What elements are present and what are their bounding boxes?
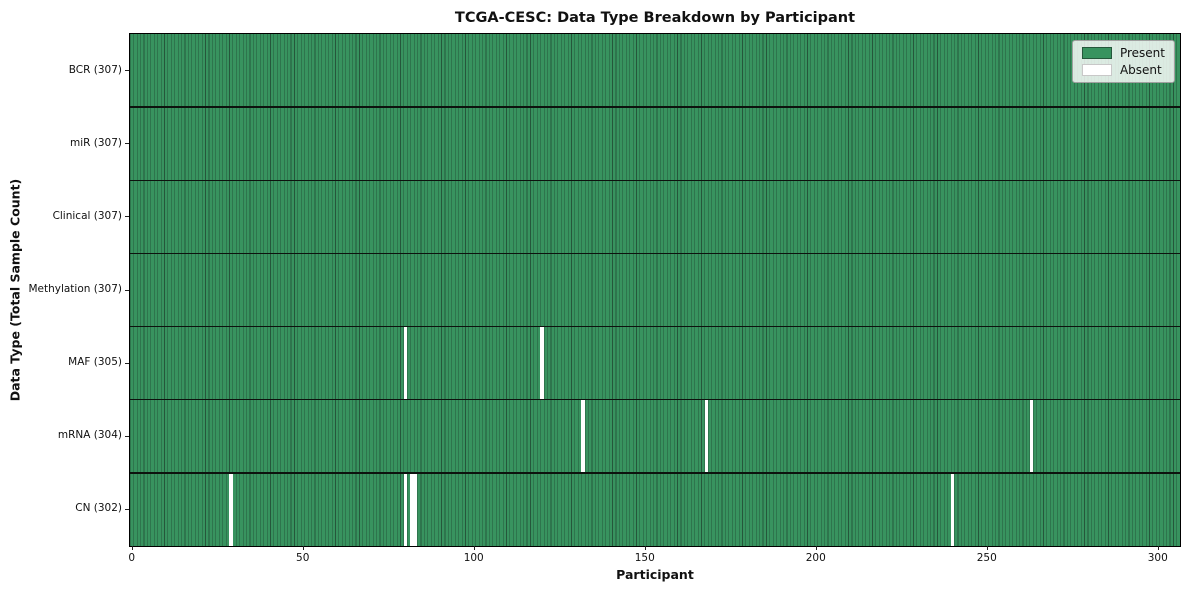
x-tick-label: 50 — [296, 552, 310, 564]
x-tick — [986, 546, 988, 550]
absent-stripe — [410, 472, 414, 546]
absent-stripe — [1029, 399, 1033, 473]
x-tick — [815, 546, 817, 550]
x-tick-label: 0 — [128, 552, 136, 564]
x-tick-label: 250 — [976, 552, 997, 564]
plot-area: Present Absent BCR (307) miR (307) Clinica… — [28, 33, 1181, 564]
y-tick — [125, 508, 129, 510]
absent-stripe — [950, 472, 955, 546]
legend-label-present: Present — [1119, 46, 1165, 60]
x-tick-label: 300 — [1147, 552, 1168, 564]
row-separator — [130, 106, 1180, 108]
legend: Present Absent — [1071, 40, 1175, 83]
x-tick-label: 150 — [634, 552, 655, 564]
y-tick — [125, 216, 129, 218]
heatmap-row-cn — [130, 472, 1180, 546]
legend-item-present: Present — [1081, 46, 1165, 60]
heatmap-row-maf — [130, 326, 1180, 400]
y-tick — [125, 289, 129, 291]
absent-stripe — [704, 399, 708, 473]
y-tick-label: Clinical (307) — [52, 209, 122, 222]
absent-stripe — [413, 472, 418, 546]
y-tick — [125, 70, 129, 72]
y-tick — [125, 143, 129, 145]
chart-title: TCGA-CESC: Data Type Breakdown by Partic… — [454, 10, 856, 26]
absent-stripe — [403, 472, 408, 546]
x-tick — [1157, 546, 1159, 550]
y-tick — [125, 435, 129, 437]
y-tick-label: CN (302) — [75, 502, 122, 515]
row-separator — [130, 472, 1180, 474]
legend-item-absent: Absent — [1081, 63, 1165, 77]
x-tick — [644, 546, 646, 550]
x-axis-label: Participant — [616, 567, 694, 582]
absent-stripe — [581, 399, 585, 473]
heatmap-row-methylation — [130, 253, 1180, 327]
x-tick — [473, 546, 475, 550]
legend-swatch-present-icon — [1081, 47, 1112, 59]
row-separator — [130, 252, 1180, 255]
x-tick-label: 200 — [805, 552, 826, 564]
row-separator — [130, 325, 1180, 328]
y-tick — [125, 362, 129, 364]
y-tick-label: Methylation (307) — [28, 283, 122, 295]
heatmap-row-bcr — [130, 34, 1180, 108]
row-separator — [130, 398, 1180, 401]
y-tick-label: miR (307) — [69, 136, 122, 149]
heatmap-row-clinical — [130, 180, 1180, 254]
absent-stripe — [540, 326, 544, 400]
heatmap-row-mrna — [130, 399, 1180, 473]
x-tick — [131, 546, 133, 550]
x-tick-label: 100 — [463, 552, 484, 564]
absent-stripe — [403, 326, 408, 400]
legend-swatch-absent-icon — [1081, 64, 1112, 76]
y-tick-label: mRNA (304) — [57, 429, 122, 442]
y-tick-label: MAF (305) — [68, 356, 122, 369]
absent-stripe — [229, 472, 233, 546]
y-tick-label: BCR (307) — [68, 63, 122, 76]
row-separator — [130, 179, 1180, 182]
x-tick — [302, 546, 304, 550]
legend-label-absent: Absent — [1119, 63, 1162, 77]
heatmap-row-mir — [130, 107, 1180, 181]
